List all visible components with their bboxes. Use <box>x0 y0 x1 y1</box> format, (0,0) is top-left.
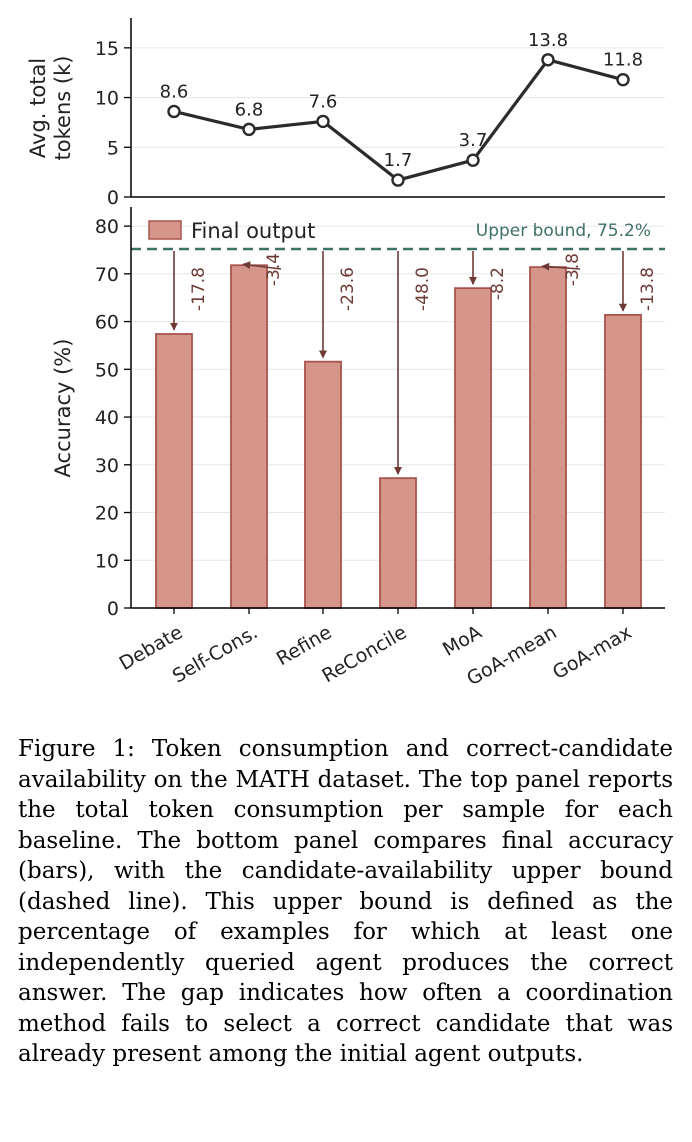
gap-arrows <box>170 251 627 475</box>
top-y-tick-label: 0 <box>107 187 119 209</box>
token-point <box>167 104 181 119</box>
accuracy-bar <box>454 287 492 609</box>
token-data-label: 1.7 <box>384 150 413 171</box>
top-y-tick-label: 5 <box>107 137 119 159</box>
token-point <box>466 153 480 167</box>
figure: 0 5 10 15 Avg. total tokens (k) 8.6 6.8 7.6 1.… <box>26 18 665 690</box>
upper-bound-label: Upper bound, 75.2% <box>476 221 651 241</box>
tokens-line-chart: 0 5 10 15 Avg. total tokens (k) 8.6 6.8 7.6 1.… <box>26 18 665 209</box>
bottom-y-tick-label: 70 <box>95 264 119 286</box>
token-data-label: 13.8 <box>528 30 568 51</box>
token-point <box>316 114 330 129</box>
token-points <box>167 53 630 187</box>
gap-label: -17.8 <box>189 267 209 311</box>
token-data-label: 7.6 <box>309 91 338 112</box>
accuracy-bar <box>155 333 193 609</box>
gap-arrow <box>242 261 282 270</box>
token-point <box>391 173 405 187</box>
token-data-label: 3.7 <box>459 130 488 151</box>
gap-label: -48.0 <box>413 267 433 311</box>
legend: Final output <box>148 219 315 243</box>
bottom-y-tick-label: 30 <box>95 455 119 477</box>
accuracy-bar <box>529 266 567 609</box>
x-tick-label: MoA <box>439 621 486 661</box>
top-y-axis-label-line2: tokens (k) <box>51 56 75 161</box>
legend-label: Final output <box>191 219 315 243</box>
gap-arrow <box>541 262 581 271</box>
bottom-y-tick-label: 10 <box>95 550 119 572</box>
token-data-label: 6.8 <box>235 99 264 120</box>
token-point <box>616 72 630 87</box>
accuracy-bar <box>304 360 342 609</box>
bottom-y-axis-label: Accuracy (%) <box>51 339 75 478</box>
token-data-label: 8.6 <box>160 81 189 102</box>
legend-swatch <box>148 220 182 240</box>
accuracy-bar <box>230 264 268 609</box>
token-point <box>541 53 555 67</box>
gap-label: -3.4 <box>264 253 284 286</box>
top-y-tick-label: 15 <box>95 38 119 60</box>
gap-labels: -17.8 -3.4 -23.6 -48.0 -8.2 -3.8 -13.8 <box>189 253 658 311</box>
gap-label: -23.6 <box>338 267 358 311</box>
x-tick-label: ReConcile <box>318 621 410 687</box>
token-data-labels: 8.6 6.8 7.6 1.7 3.7 13.8 11.8 <box>160 30 643 171</box>
accuracy-bars <box>155 264 642 609</box>
bottom-y-tick-label: 80 <box>95 216 119 238</box>
token-point <box>242 122 256 137</box>
bottom-y-axis-ticks: 0 10 20 30 40 50 60 70 80 <box>95 216 131 620</box>
accuracy-bar <box>604 313 642 609</box>
gap-label: -13.8 <box>638 267 658 311</box>
x-tick-label: GoA-max <box>549 621 636 684</box>
bottom-y-tick-label: 60 <box>95 312 119 334</box>
bottom-y-tick-label: 0 <box>107 598 119 620</box>
token-data-label: 11.8 <box>603 50 643 71</box>
bottom-y-tick-label: 20 <box>95 503 119 525</box>
top-y-axis-ticks: 0 5 10 15 <box>95 38 131 209</box>
bottom-y-tick-label: 40 <box>95 407 119 429</box>
top-y-tick-label: 10 <box>95 88 119 110</box>
figure-caption: Figure 1: Token consumption and correct-… <box>18 736 673 1067</box>
gap-label: -3.8 <box>563 253 583 286</box>
gap-label: -8.2 <box>488 267 508 300</box>
bottom-y-tick-label: 50 <box>95 359 119 381</box>
x-tick-label: Self-Cons. <box>169 621 262 687</box>
accuracy-bar-chart: 0 10 20 30 40 50 60 70 80 Upper bound, 75.2% -17… <box>51 207 665 690</box>
accuracy-bar <box>379 477 417 609</box>
top-y-axis-label-line1: Avg. total <box>26 58 50 158</box>
